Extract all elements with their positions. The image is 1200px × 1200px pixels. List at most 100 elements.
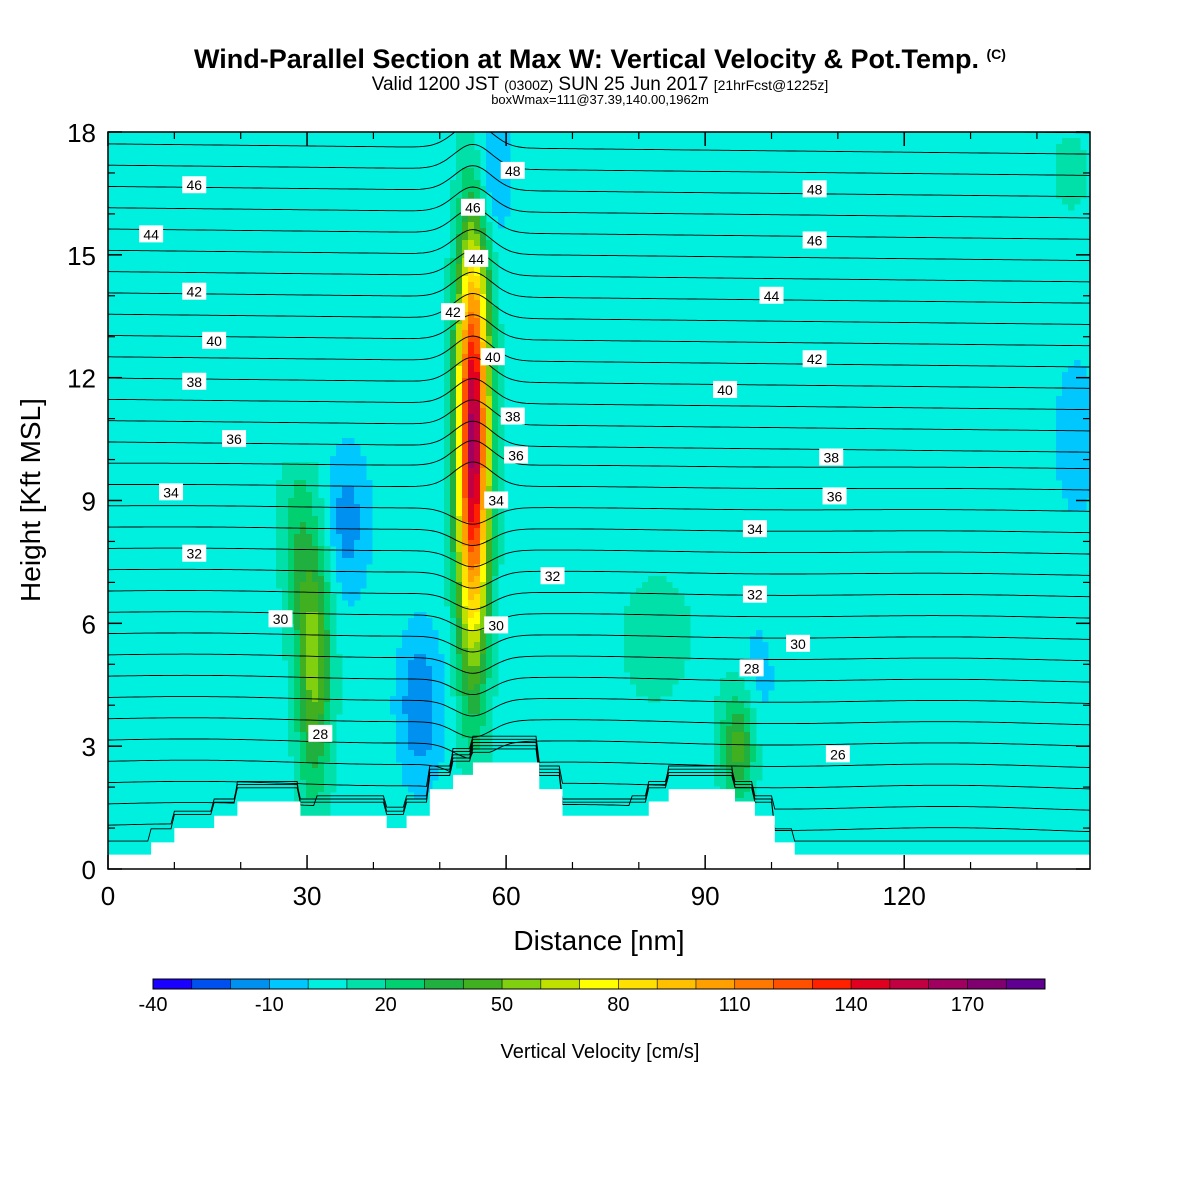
field-cell: [480, 552, 487, 559]
field-cell: [324, 546, 331, 553]
field-cell: [282, 630, 289, 637]
field-cell: [432, 654, 439, 661]
field-cell: [450, 330, 457, 337]
field-cell: [300, 798, 307, 805]
colorbar-swatch: [230, 979, 270, 989]
field-cell: [480, 228, 487, 235]
field-cell: [450, 336, 457, 343]
field-cell: [354, 498, 361, 505]
field-cell: [468, 384, 475, 391]
field-cell: [300, 774, 307, 781]
field-cell: [750, 744, 757, 751]
field-cell: [300, 642, 307, 649]
field-cell: [744, 756, 751, 763]
field-cell: [306, 678, 313, 685]
field-cell: [1086, 384, 1090, 391]
field-cell: [324, 750, 331, 757]
field-cell: [318, 678, 325, 685]
field-cell: [456, 354, 463, 361]
field-cell: [492, 642, 499, 649]
field-cell: [444, 348, 451, 355]
field-cell: [474, 294, 481, 301]
theta-line: [108, 207, 1090, 240]
field-cell: [1074, 390, 1081, 397]
field-cell: [732, 738, 739, 745]
field-cell: [450, 594, 457, 601]
field-cell: [324, 594, 331, 601]
field-cell: [282, 510, 289, 517]
field-cell: [408, 714, 415, 721]
field-cell: [444, 528, 451, 535]
field-cell: [426, 648, 433, 655]
field-cell: [498, 462, 505, 469]
field-cell: [450, 216, 457, 223]
field-cell: [474, 576, 481, 583]
field-cell: [360, 480, 367, 487]
field-cell: [504, 192, 511, 199]
field-cell: [306, 654, 313, 661]
field-cell: [408, 648, 415, 655]
contour-label-text: 26: [830, 746, 846, 762]
field-cell: [396, 720, 403, 727]
field-cell: [756, 630, 763, 637]
field-cell: [456, 504, 463, 511]
field-cell: [498, 366, 505, 373]
field-cell: [438, 696, 445, 703]
field-cell: [462, 552, 469, 559]
field-cell: [468, 696, 475, 703]
field-cell: [306, 528, 313, 535]
field-cell: [306, 522, 313, 529]
field-cell: [474, 666, 481, 673]
field-cell: [744, 768, 751, 775]
field-cell: [462, 612, 469, 619]
field-cell: [474, 306, 481, 313]
contour-label-box: [182, 282, 207, 300]
field-cell: [444, 516, 451, 523]
field-cell: [354, 486, 361, 493]
field-cell: [348, 456, 355, 463]
contour-label: 40: [202, 331, 227, 349]
contour-label-box: [182, 372, 207, 390]
field-cell: [306, 798, 313, 805]
field-cell: [1062, 396, 1069, 403]
field-cell: [360, 570, 367, 577]
field-cell: [636, 594, 643, 601]
field-cell: [462, 678, 469, 685]
field-cell: [324, 768, 331, 775]
field-cell: [450, 672, 457, 679]
field-cell: [402, 636, 409, 643]
field-cell: [654, 696, 661, 703]
field-cell: [324, 684, 331, 691]
field-cell: [636, 588, 643, 595]
field-cell: [456, 570, 463, 577]
field-cell: [456, 648, 463, 655]
field-cell: [462, 696, 469, 703]
field-cell: [468, 246, 475, 253]
field-cell: [1086, 396, 1090, 403]
field-cell: [288, 492, 295, 499]
field-cell: [450, 246, 457, 253]
field-cell: [330, 756, 337, 763]
field-cell: [462, 180, 469, 187]
field-cell: [636, 672, 643, 679]
field-cell: [480, 396, 487, 403]
field-cell: [318, 564, 325, 571]
field-cell: [450, 402, 457, 409]
field-cell: [684, 636, 691, 643]
field-cell: [450, 468, 457, 475]
field-cell: [450, 564, 457, 571]
field-cell: [486, 342, 493, 349]
field-cell: [456, 384, 463, 391]
field-cell: [660, 660, 667, 667]
field-cell: [462, 456, 469, 463]
field-cell: [474, 678, 481, 685]
field-cell: [480, 282, 487, 289]
field-cell: [414, 696, 421, 703]
field-cell: [486, 570, 493, 577]
field-cell: [300, 588, 307, 595]
field-cell: [474, 612, 481, 619]
field-cell: [348, 540, 355, 547]
field-cell: [456, 150, 463, 157]
field-cell: [480, 342, 487, 349]
field-cell: [450, 546, 457, 553]
